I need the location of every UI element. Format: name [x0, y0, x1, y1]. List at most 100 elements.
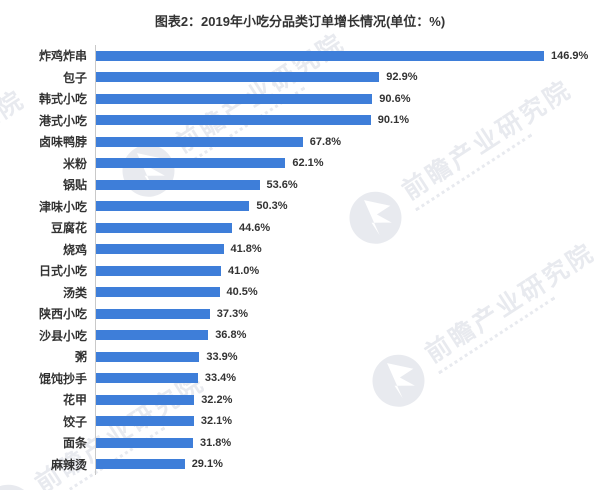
bar-row: 馄饨抄手 33.4% — [0, 367, 600, 389]
bar-track: 29.1% — [95, 453, 600, 475]
value-label: 33.9% — [206, 350, 238, 363]
bar-row: 沙县小吃 36.8% — [0, 324, 600, 346]
page-title: 图表2：2019年小吃分品类订单增长情况(单位：%) — [154, 14, 446, 29]
bar-track: 92.9% — [95, 66, 600, 88]
value-label: 67.8% — [309, 135, 341, 148]
bar — [96, 50, 544, 61]
bar — [96, 265, 221, 276]
category-label: 津味小吃 — [38, 199, 87, 214]
category-label: 麻辣烫 — [50, 457, 87, 472]
bar — [96, 244, 224, 255]
bar — [96, 459, 185, 470]
bar-track: 33.4% — [95, 367, 600, 389]
category-label: 豆腐花 — [50, 221, 87, 236]
category-label: 炸鸡炸串 — [38, 49, 87, 64]
bar-track: 90.6% — [95, 88, 600, 110]
bar-row: 港式小吃 90.1% — [0, 109, 600, 131]
category-label: 包子 — [62, 70, 87, 85]
category-label: 汤类 — [62, 285, 87, 300]
bar-row: 饺子 32.1% — [0, 410, 600, 432]
qianzhan-logo-icon — [337, 179, 414, 256]
category-label: 饺子 — [62, 414, 87, 429]
bar — [96, 72, 380, 83]
bar — [96, 351, 200, 362]
bar-row: 韩式小吃 90.6% — [0, 88, 600, 110]
category-label: 面条 — [62, 436, 87, 451]
value-label: 92.9% — [386, 71, 418, 84]
bar-row: 汤类 40.5% — [0, 281, 600, 303]
category-label: 韩式小吃 — [38, 92, 87, 107]
bar-row: 津味小吃 50.3% — [0, 195, 600, 217]
category-label: 港式小吃 — [38, 113, 87, 128]
value-label: 41.0% — [228, 264, 260, 277]
bar-row: 锅贴 53.6% — [0, 174, 600, 196]
bar-row: 麻辣烫 29.1% — [0, 453, 600, 475]
value-label: 31.8% — [200, 436, 232, 449]
bar-row: 烧鸡 41.8% — [0, 238, 600, 260]
category-label: 烧鸡 — [62, 242, 87, 257]
bar-track: 31.8% — [95, 432, 600, 454]
bar — [96, 330, 209, 341]
bar — [96, 136, 303, 147]
bar-rows: 炸鸡炸串 146.9% 包子 92.9% 韩式小吃 90.6% 港式小吃 90.1% 卤味鸭脖 6… — [0, 45, 600, 475]
value-label: 32.2% — [201, 393, 233, 406]
watermark: 前瞻产业研究院 — [337, 67, 587, 257]
bar — [96, 158, 286, 169]
bar — [96, 115, 371, 126]
bar-row: 面条 31.8% — [0, 432, 600, 454]
value-label: 33.4% — [204, 372, 237, 385]
bar — [96, 201, 250, 212]
value-label: 37.3% — [216, 307, 248, 320]
bar-track: 32.1% — [95, 410, 600, 432]
bar-track: 40.5% — [95, 281, 600, 303]
bar-track: 33.9% — [95, 346, 600, 368]
bar-row: 卤味鸭脖 67.8% — [0, 131, 600, 153]
category-label: 锅贴 — [62, 178, 87, 193]
bar-chart: 炸鸡炸串 146.9% 包子 92.9% 韩式小吃 90.6% 港式小吃 90.1% 卤味鸭脖 6… — [0, 45, 600, 475]
value-label: 53.6% — [266, 178, 298, 191]
bar-track: 32.2% — [95, 389, 600, 411]
value-label: 146.9% — [551, 49, 589, 62]
value-label: 50.3% — [256, 200, 288, 213]
bar-row: 炸鸡炸串 146.9% — [0, 45, 600, 67]
value-label: 90.6% — [379, 92, 411, 105]
category-label: 卤味鸭脖 — [38, 135, 87, 150]
bar — [96, 437, 193, 448]
value-label: 62.1% — [292, 157, 324, 170]
bar-track: 146.9% — [95, 45, 600, 67]
value-label: 29.1% — [191, 458, 223, 471]
bar-track: 41.8% — [95, 238, 600, 260]
bar-track: 36.8% — [95, 324, 600, 346]
bar-row: 包子 92.9% — [0, 66, 600, 88]
bar-track: 67.8% — [95, 131, 600, 153]
bar-track: 62.1% — [95, 152, 600, 174]
bar — [96, 287, 220, 298]
bar-row: 日式小吃 41.0% — [0, 260, 600, 282]
bar — [96, 416, 194, 427]
watermark: 前瞻产业研究院 — [360, 230, 600, 420]
value-label: 32.1% — [200, 415, 233, 428]
bar-row: 陕西小吃 37.3% — [0, 303, 600, 325]
bar-track: 90.1% — [95, 109, 600, 131]
value-label: 90.1% — [377, 114, 409, 127]
bar-track: 37.3% — [95, 303, 600, 325]
category-label: 陕西小吃 — [38, 307, 87, 322]
bar-row: 豆腐花 44.6% — [0, 217, 600, 239]
value-label: 41.8% — [230, 243, 262, 256]
bar-row: 花甲 32.2% — [0, 389, 600, 411]
bar-track: 44.6% — [95, 217, 600, 239]
value-label: 36.8% — [215, 329, 247, 342]
bar — [96, 179, 260, 190]
bar — [96, 308, 210, 319]
bar — [96, 373, 198, 384]
category-label: 粥 — [74, 350, 87, 365]
category-label: 日式小吃 — [38, 264, 87, 279]
bar — [96, 222, 232, 233]
bar-track: 41.0% — [95, 260, 600, 282]
bar — [96, 394, 195, 405]
qianzhan-logo-icon — [360, 342, 437, 419]
bar — [96, 93, 373, 104]
bar-row: 粥 33.9% — [0, 346, 600, 368]
value-label: 40.5% — [226, 286, 258, 299]
